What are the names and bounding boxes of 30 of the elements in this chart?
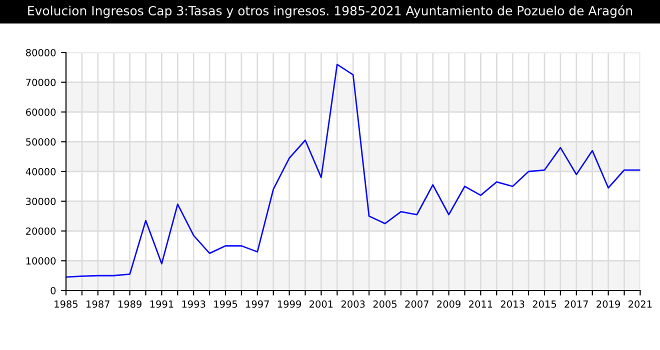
x-tick-label: 1989 <box>118 300 142 308</box>
y-tick-label: 60000 <box>26 108 56 116</box>
x-tick-label: 1991 <box>150 300 174 308</box>
x-tick-label: 2007 <box>405 300 428 308</box>
y-tick-label: 50000 <box>26 138 56 146</box>
y-tick-label: 80000 <box>26 48 56 56</box>
x-tick-label: 2001 <box>310 300 333 308</box>
x-tick-label: 2013 <box>500 300 524 308</box>
y-tick-label: 0 <box>50 286 56 294</box>
chart-title: Evolucion Ingresos Cap 3:Tasas y otros ingresos. 1985-2021 Ayuntamiento de Pozuelo de Aragón <box>28 5 632 18</box>
line-series <box>66 64 640 278</box>
x-tick-label: 2005 <box>373 300 397 308</box>
x-tick-label: 2009 <box>437 300 460 308</box>
x-tick-label: 1995 <box>214 300 238 308</box>
x-tick-label: 1997 <box>246 300 269 308</box>
x-tick-label: 1993 <box>182 300 206 308</box>
x-tick-label: 2019 <box>596 300 620 308</box>
x-tick-label: 2003 <box>341 300 365 308</box>
x-tick-label: 1985 <box>54 300 78 308</box>
x-tick-label: 2017 <box>564 300 588 308</box>
y-tick-label: 10000 <box>26 257 56 265</box>
x-tick-label: 2015 <box>532 300 556 308</box>
y-tick-label: 20000 <box>26 227 56 235</box>
x-tick-label: 1999 <box>278 300 301 308</box>
y-tick-label: 30000 <box>26 198 56 206</box>
x-tick-label: 2011 <box>469 300 492 308</box>
y-tick-label: 40000 <box>26 168 56 176</box>
x-tick-label: 1987 <box>86 300 110 308</box>
y-tick-label: 70000 <box>26 78 56 86</box>
x-tick-label: 2021 <box>628 300 652 308</box>
